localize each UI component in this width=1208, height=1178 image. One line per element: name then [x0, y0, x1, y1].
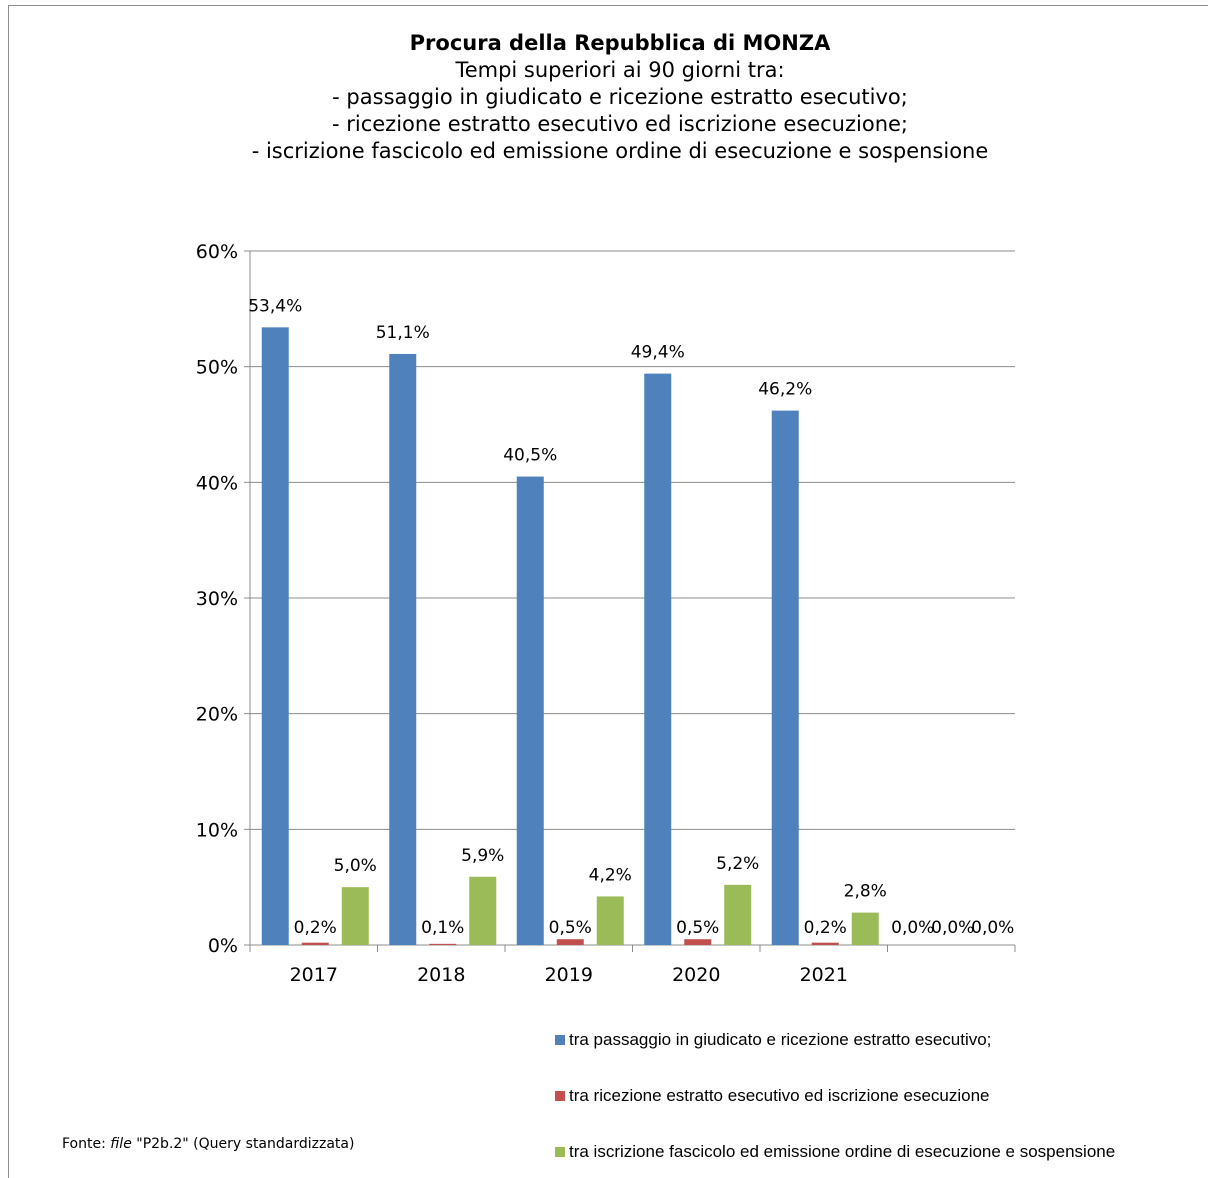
x-tick-label: 2018 — [417, 964, 465, 986]
x-tick-label: 2020 — [672, 964, 720, 986]
data-label: 0,5% — [549, 918, 592, 938]
legend-swatch-3 — [555, 1147, 565, 1157]
bar — [301, 942, 329, 945]
data-label: 0,2% — [804, 918, 847, 938]
data-label: 46,2% — [758, 380, 812, 400]
source-rest: "P2b.2" (Query standardizzata) — [131, 1136, 355, 1152]
y-tick-label: 40% — [196, 472, 238, 494]
x-tick-label: 2021 — [800, 964, 848, 986]
chart-title: Procura della Repubblica di MONZA — [409, 31, 831, 55]
bar-chart: 0% 10% 20% 30% 40% 50% 60% 2017 2018 2019 2020 2021… — [196, 241, 1016, 986]
legend-item-2: tra ricezione estratto esecutivo ed iscr… — [555, 1086, 990, 1106]
bar — [469, 876, 497, 945]
y-tick-label: 60% — [196, 241, 238, 263]
y-tick-label: 20% — [196, 704, 238, 726]
data-label: 5,9% — [461, 846, 504, 866]
data-label: 0,2% — [294, 918, 337, 938]
data-label: 0,5% — [676, 918, 719, 938]
data-label: 53,4% — [248, 296, 302, 316]
y-tick-label: 30% — [196, 588, 238, 610]
data-label: 0,1% — [421, 918, 464, 938]
data-label: 0,0% — [971, 918, 1014, 938]
legend-swatch-1 — [555, 1035, 565, 1045]
bar — [516, 476, 544, 945]
data-label: 5,2% — [716, 854, 759, 874]
bar — [341, 887, 369, 945]
source-note: Fonte: file "P2b.2" (Query standardizzat… — [62, 1136, 354, 1152]
bar — [556, 939, 584, 945]
legend-label-3: tra iscrizione fascicolo ed emissione or… — [569, 1142, 1116, 1161]
bar — [429, 943, 457, 945]
x-tick-label: 2019 — [545, 964, 593, 986]
bar — [644, 373, 672, 945]
data-label: 0,0% — [931, 918, 974, 938]
y-tick-label: 10% — [196, 819, 238, 841]
y-tick-label: 50% — [196, 357, 238, 379]
bar — [811, 942, 839, 945]
legend-item-1: tra passaggio in giudicato e ricezione e… — [555, 1030, 991, 1050]
data-label: 2,8% — [844, 882, 887, 902]
subtitle-line-3: - ricezione estratto esecutivo ed iscriz… — [331, 112, 908, 136]
legend-label-2: tra ricezione estratto esecutivo ed iscr… — [569, 1086, 990, 1105]
legend-item-3: tra iscrizione fascicolo ed emissione or… — [555, 1142, 1115, 1162]
data-label: 5,0% — [334, 856, 377, 876]
subtitle-line-1: Tempi superiori ai 90 giorni tra: — [455, 58, 785, 82]
subtitle-line-4: - iscrizione fascicolo ed emissione ordi… — [251, 139, 989, 163]
bar — [684, 939, 712, 945]
y-tick-label: 0% — [208, 935, 238, 957]
data-label: 51,1% — [376, 323, 430, 343]
chart-frame — [8, 5, 1208, 1178]
data-label: 4,2% — [589, 865, 632, 885]
bar — [851, 912, 879, 945]
x-tick-label: 2017 — [290, 964, 338, 986]
legend-swatch-2 — [555, 1091, 565, 1101]
legend-label-1: tra passaggio in giudicato e ricezione e… — [569, 1030, 992, 1049]
source-file-word: file — [110, 1136, 132, 1152]
chart-titles: Procura della Repubblica di MONZA Tempi … — [0, 30, 1208, 165]
data-label: 49,4% — [631, 343, 685, 363]
bar — [261, 327, 289, 946]
data-label: 0,0% — [891, 918, 934, 938]
bar — [389, 353, 417, 945]
bar — [596, 896, 624, 945]
subtitle-line-2: - passaggio in giudicato e ricezione est… — [332, 85, 908, 109]
source-prefix: Fonte: — [62, 1136, 111, 1152]
bar — [771, 410, 799, 945]
bar — [724, 884, 752, 945]
data-label: 40,5% — [503, 446, 557, 466]
